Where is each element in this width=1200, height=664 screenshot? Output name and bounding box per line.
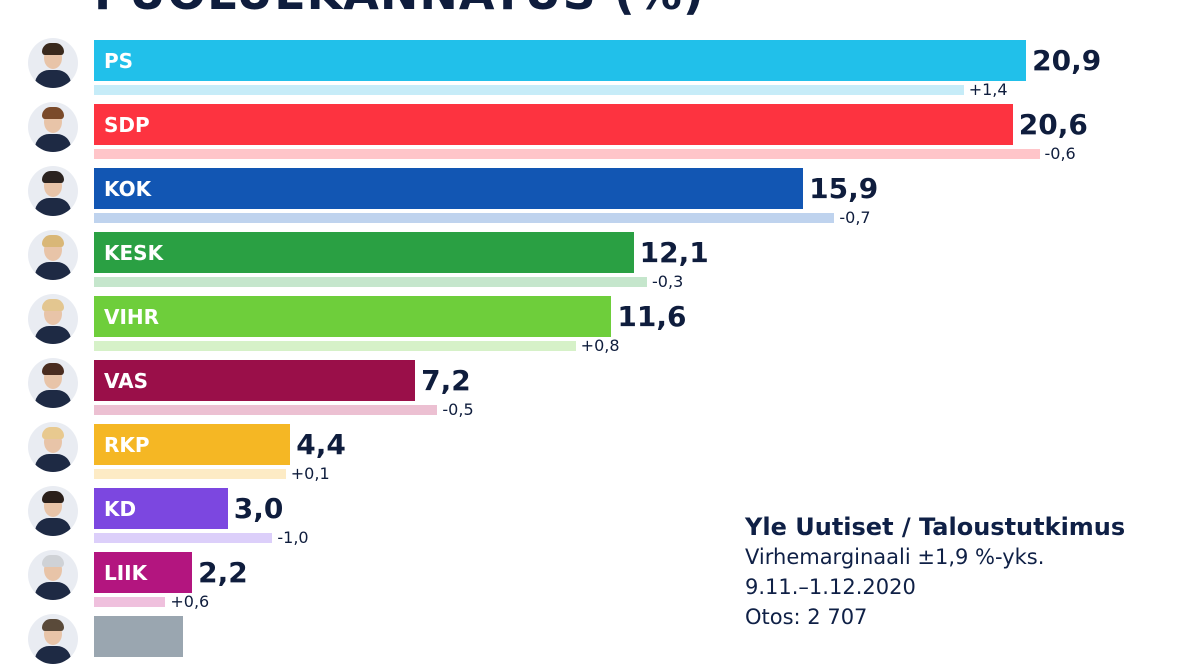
leader-photo-hair bbox=[42, 555, 64, 567]
leader-photo bbox=[28, 358, 78, 408]
leader-photo bbox=[28, 294, 78, 344]
party-bar: KESK bbox=[94, 232, 634, 273]
party-label: KD bbox=[104, 496, 137, 521]
support-value: 12,1 bbox=[639, 236, 709, 269]
support-value: 7,2 bbox=[421, 364, 471, 397]
previous-support-bar bbox=[94, 149, 1040, 159]
leader-photo bbox=[28, 486, 78, 536]
leader-photo-torso bbox=[35, 390, 71, 408]
party-bar: LIIK bbox=[94, 552, 193, 593]
support-change: +0,1 bbox=[290, 464, 330, 483]
support-change: +1,4 bbox=[968, 80, 1008, 99]
survey-period: 9.11.–1.12.2020 bbox=[745, 575, 916, 599]
party-label: LIIK bbox=[104, 560, 148, 585]
party-label: VIHR bbox=[104, 304, 160, 329]
leader-photo bbox=[28, 230, 78, 280]
party-bar: VAS bbox=[94, 360, 416, 401]
leader-photo-torso bbox=[35, 582, 71, 600]
leader-photo bbox=[28, 550, 78, 600]
leader-photo bbox=[28, 422, 78, 472]
support-change: -0,5 bbox=[442, 400, 474, 419]
party-bar: KOK bbox=[94, 168, 804, 209]
party-label: KESK bbox=[104, 240, 164, 265]
support-change: -1,0 bbox=[277, 528, 309, 547]
leader-photo-hair bbox=[42, 235, 64, 247]
leader-photo-hair bbox=[42, 427, 64, 439]
chart-title: PUOLUEKANNATUS (%) bbox=[94, 0, 705, 16]
support-change: +0,6 bbox=[170, 592, 210, 611]
leader-photo-hair bbox=[42, 171, 64, 183]
previous-support-bar bbox=[94, 469, 286, 479]
leader-photo-hair bbox=[42, 299, 64, 311]
leader-photo-hair bbox=[42, 107, 64, 119]
leader-photo-torso bbox=[35, 262, 71, 280]
leader-photo bbox=[28, 614, 78, 664]
previous-support-bar bbox=[94, 277, 648, 287]
sample-size: Otos: 2 707 bbox=[745, 605, 868, 629]
previous-support-bar bbox=[94, 213, 835, 223]
leader-photo-hair bbox=[42, 43, 64, 55]
support-value: 4,4 bbox=[296, 428, 346, 461]
support-value: 20,6 bbox=[1018, 108, 1088, 141]
leader-photo-torso bbox=[35, 198, 71, 216]
party-label: KOK bbox=[104, 176, 152, 201]
party-label: PS bbox=[104, 48, 134, 73]
support-change: -0,6 bbox=[1044, 144, 1076, 163]
party-bar: RKP bbox=[94, 424, 291, 465]
support-value: 20,9 bbox=[1032, 44, 1102, 77]
support-value: 2,2 bbox=[198, 556, 248, 589]
leader-photo-hair bbox=[42, 619, 64, 631]
support-value: 15,9 bbox=[809, 172, 879, 205]
party-bar: KD bbox=[94, 488, 228, 529]
support-change: -0,7 bbox=[839, 208, 871, 227]
leader-photo-hair bbox=[42, 363, 64, 375]
party-bar bbox=[94, 616, 184, 657]
support-change: +0,8 bbox=[580, 336, 620, 355]
leader-photo-torso bbox=[35, 134, 71, 152]
party-bar: VIHR bbox=[94, 296, 612, 337]
source-block: Yle Uutiset / Taloustutkimus Virhemargin… bbox=[745, 512, 1125, 632]
leader-photo bbox=[28, 166, 78, 216]
party-label: RKP bbox=[104, 432, 150, 457]
previous-support-bar bbox=[94, 405, 438, 415]
previous-support-bar bbox=[94, 341, 576, 351]
leader-photo-torso bbox=[35, 454, 71, 472]
party-bar: SDP bbox=[94, 104, 1013, 145]
leader-photo-torso bbox=[35, 70, 71, 88]
support-change: -0,3 bbox=[652, 272, 684, 291]
previous-support-bar bbox=[94, 85, 964, 95]
source-title: Yle Uutiset / Taloustutkimus bbox=[745, 513, 1126, 541]
leader-photo-torso bbox=[35, 646, 71, 664]
previous-support-bar bbox=[94, 533, 273, 543]
leader-photo-torso bbox=[35, 326, 71, 344]
leader-photo-hair bbox=[42, 491, 64, 503]
leader-photo bbox=[28, 102, 78, 152]
leader-photo-torso bbox=[35, 518, 71, 536]
leader-photo bbox=[28, 38, 78, 88]
support-value: 11,6 bbox=[617, 300, 687, 333]
support-value: 3,0 bbox=[233, 492, 284, 525]
party-label: VAS bbox=[104, 368, 149, 393]
previous-support-bar bbox=[94, 597, 166, 607]
error-margin: Virhemarginaali ±1,9 %-yks. bbox=[745, 545, 1045, 569]
party-label: SDP bbox=[104, 112, 150, 137]
party-bar: PS bbox=[94, 40, 1027, 81]
